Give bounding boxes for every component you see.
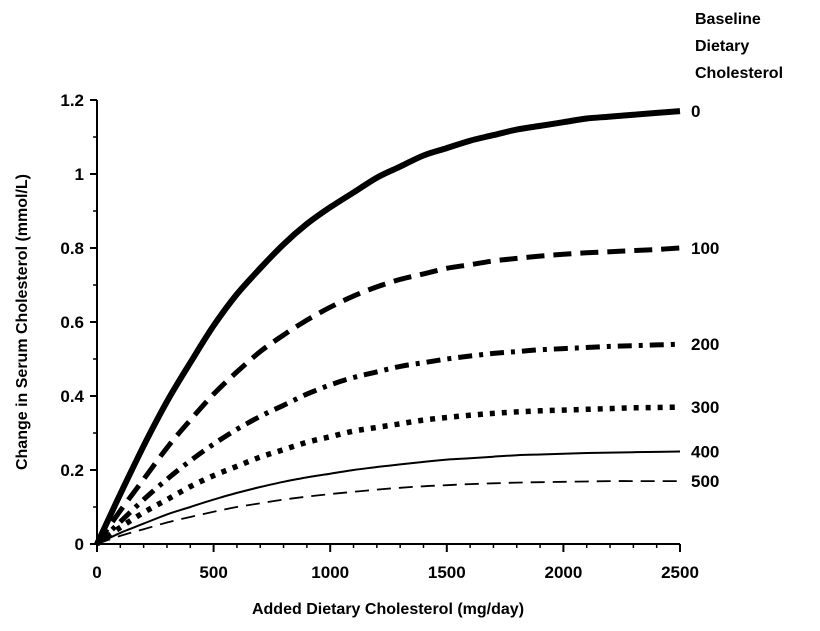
x-tick-label: 1500 xyxy=(428,563,466,582)
y-tick-label: 0 xyxy=(75,535,84,554)
series-label-500: 500 xyxy=(691,472,719,491)
x-tick-label: 2000 xyxy=(544,563,582,582)
legend-title-line-2: Dietary xyxy=(695,38,749,55)
y-tick-label: 0.2 xyxy=(60,461,84,480)
series-label-0: 0 xyxy=(691,102,700,121)
y-tick-label: 1 xyxy=(75,165,84,184)
ticks xyxy=(90,99,681,552)
axes xyxy=(96,100,680,545)
y-axis-title: Change in Serum Cholesterol (mmol/L) xyxy=(14,174,31,470)
y-tick-label: 1.2 xyxy=(60,91,84,110)
series-layer xyxy=(94,108,681,547)
x-axis-title: Added Dietary Cholesterol (mg/day) xyxy=(252,601,524,618)
series-label-200: 200 xyxy=(691,335,719,354)
x-tick-label: 500 xyxy=(199,563,227,582)
x-tick-label: 0 xyxy=(92,563,101,582)
series-line-0 xyxy=(94,108,681,546)
y-tick-label: 0.8 xyxy=(60,239,84,258)
series-line-300 xyxy=(95,404,681,547)
y-tick-label: 0.6 xyxy=(60,313,84,332)
series-line-400 xyxy=(96,450,681,545)
legend-title: Baseline Dietary Cholesterol xyxy=(695,11,783,82)
series-line-100 xyxy=(94,245,681,546)
y-tick-label: 0.4 xyxy=(60,387,84,406)
series-line-500 xyxy=(96,480,680,545)
legend-title-line-3: Cholesterol xyxy=(695,65,783,82)
tick-labels: 0 0.2 0.4 0.6 0.8 1 1.2 0 500 1000 1500 2000 2500 xyxy=(60,91,699,582)
series-label-300: 300 xyxy=(691,398,719,417)
series-label-100: 100 xyxy=(691,239,719,258)
legend-title-line-1: Baseline xyxy=(695,11,761,28)
x-tick-label: 1000 xyxy=(311,563,349,582)
series-label-400: 400 xyxy=(691,443,719,462)
x-tick-label: 2500 xyxy=(661,563,699,582)
series-labels: 0 100 200 300 400 500 xyxy=(691,102,719,491)
